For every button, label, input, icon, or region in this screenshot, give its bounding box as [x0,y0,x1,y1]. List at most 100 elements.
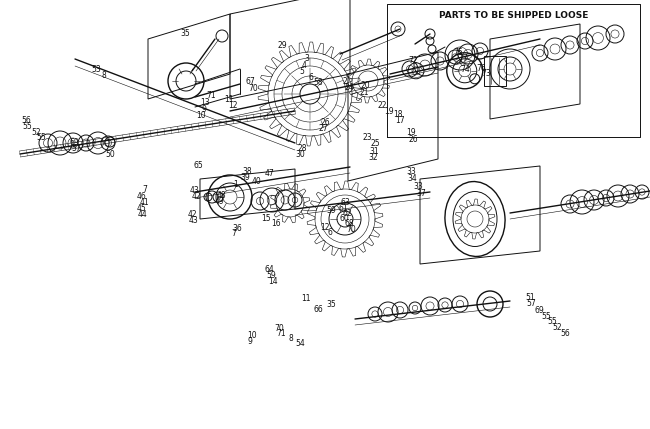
Text: 12: 12 [228,101,237,109]
Text: 25: 25 [371,139,380,148]
Text: 17: 17 [396,116,405,124]
Text: 55: 55 [547,317,556,326]
Text: 29: 29 [278,42,287,50]
Text: 76: 76 [476,64,486,73]
Text: 60: 60 [339,214,350,223]
Text: 70: 70 [274,324,285,332]
Text: 70: 70 [346,225,356,234]
Text: 26: 26 [320,118,330,127]
Text: 43: 43 [188,216,199,224]
Text: 10: 10 [197,112,206,120]
Text: 48: 48 [216,191,226,199]
Text: 57: 57 [72,144,82,152]
Text: 54: 54 [295,339,306,347]
Text: 4: 4 [302,61,307,69]
Text: 65: 65 [194,161,203,169]
Text: 13: 13 [201,98,210,106]
Text: 10: 10 [248,331,257,340]
Text: 37: 37 [416,189,426,197]
Text: 49: 49 [214,197,225,206]
Text: 9: 9 [248,337,253,345]
Text: 20: 20 [361,82,370,90]
Text: 59: 59 [326,206,337,214]
Text: 58: 58 [314,78,323,87]
Text: 73: 73 [481,69,491,78]
Text: 12: 12 [320,223,330,232]
Text: 56: 56 [21,116,31,124]
Text: 59: 59 [266,271,277,280]
Text: 21: 21 [359,88,369,97]
Text: 71: 71 [207,91,216,100]
Text: 3: 3 [304,54,309,63]
Text: 40: 40 [252,177,261,186]
Text: 43: 43 [190,187,200,195]
Text: 2: 2 [342,77,347,86]
Text: 1: 1 [233,180,239,189]
Text: 14: 14 [268,277,278,286]
Text: 50: 50 [106,150,116,159]
Text: 69: 69 [70,139,79,147]
Text: 19: 19 [407,129,416,137]
Text: 34: 34 [408,174,417,182]
Text: 5: 5 [299,67,304,76]
Text: 7: 7 [142,185,147,194]
Text: 6: 6 [308,73,313,82]
Text: 69: 69 [534,306,545,314]
Text: 70: 70 [248,85,259,93]
Text: 62: 62 [343,209,352,218]
Text: 35: 35 [326,300,337,309]
Text: 52: 52 [552,323,562,332]
Text: 33: 33 [406,167,416,176]
Text: 47: 47 [265,169,274,178]
Text: 8: 8 [289,335,294,343]
Text: 30: 30 [295,150,306,159]
Text: 68: 68 [344,220,354,228]
Text: 6: 6 [328,228,333,237]
Text: 28: 28 [298,144,307,152]
Text: 35: 35 [180,29,190,38]
Text: 15: 15 [262,214,271,223]
Text: 44: 44 [138,211,148,219]
Text: 41: 41 [140,199,149,207]
Text: 26: 26 [409,135,418,144]
Text: 67: 67 [246,77,255,86]
Text: 38: 38 [242,167,252,176]
Text: 64: 64 [265,265,274,274]
Text: 56: 56 [560,329,571,338]
Text: 55: 55 [36,133,47,142]
Text: 46: 46 [136,192,146,200]
Text: 63: 63 [341,198,351,207]
Text: 72: 72 [409,56,418,64]
Text: 51: 51 [525,293,534,302]
Text: 22: 22 [378,101,387,109]
Text: 23: 23 [363,133,372,142]
Text: 61: 61 [339,204,348,212]
Text: 7: 7 [231,230,237,238]
Text: 11: 11 [224,95,233,104]
Text: 18: 18 [393,110,402,119]
Text: PARTS TO BE SHIPPED LOOSE: PARTS TO BE SHIPPED LOOSE [439,11,588,20]
Text: 9: 9 [201,105,206,114]
Text: 74: 74 [460,65,470,74]
Text: 71: 71 [276,329,285,338]
Text: 19: 19 [384,107,393,116]
Text: 55: 55 [541,312,551,320]
Text: 75: 75 [454,48,463,57]
Text: 33: 33 [414,182,424,191]
Text: 42: 42 [188,210,197,219]
Text: 31: 31 [370,147,379,155]
Text: 52: 52 [31,128,40,136]
Text: 24: 24 [344,84,354,92]
Text: 11: 11 [301,294,310,302]
Text: 53: 53 [91,65,101,74]
Text: 77: 77 [458,54,467,63]
Text: 55: 55 [22,122,32,130]
Text: 16: 16 [272,219,281,227]
Text: 36: 36 [233,224,242,233]
Text: 39: 39 [240,173,250,181]
Text: 32: 32 [369,153,378,162]
Text: 42: 42 [192,192,201,201]
Text: 8: 8 [101,72,107,80]
Text: 66: 66 [313,305,324,314]
Text: 27: 27 [319,124,328,133]
